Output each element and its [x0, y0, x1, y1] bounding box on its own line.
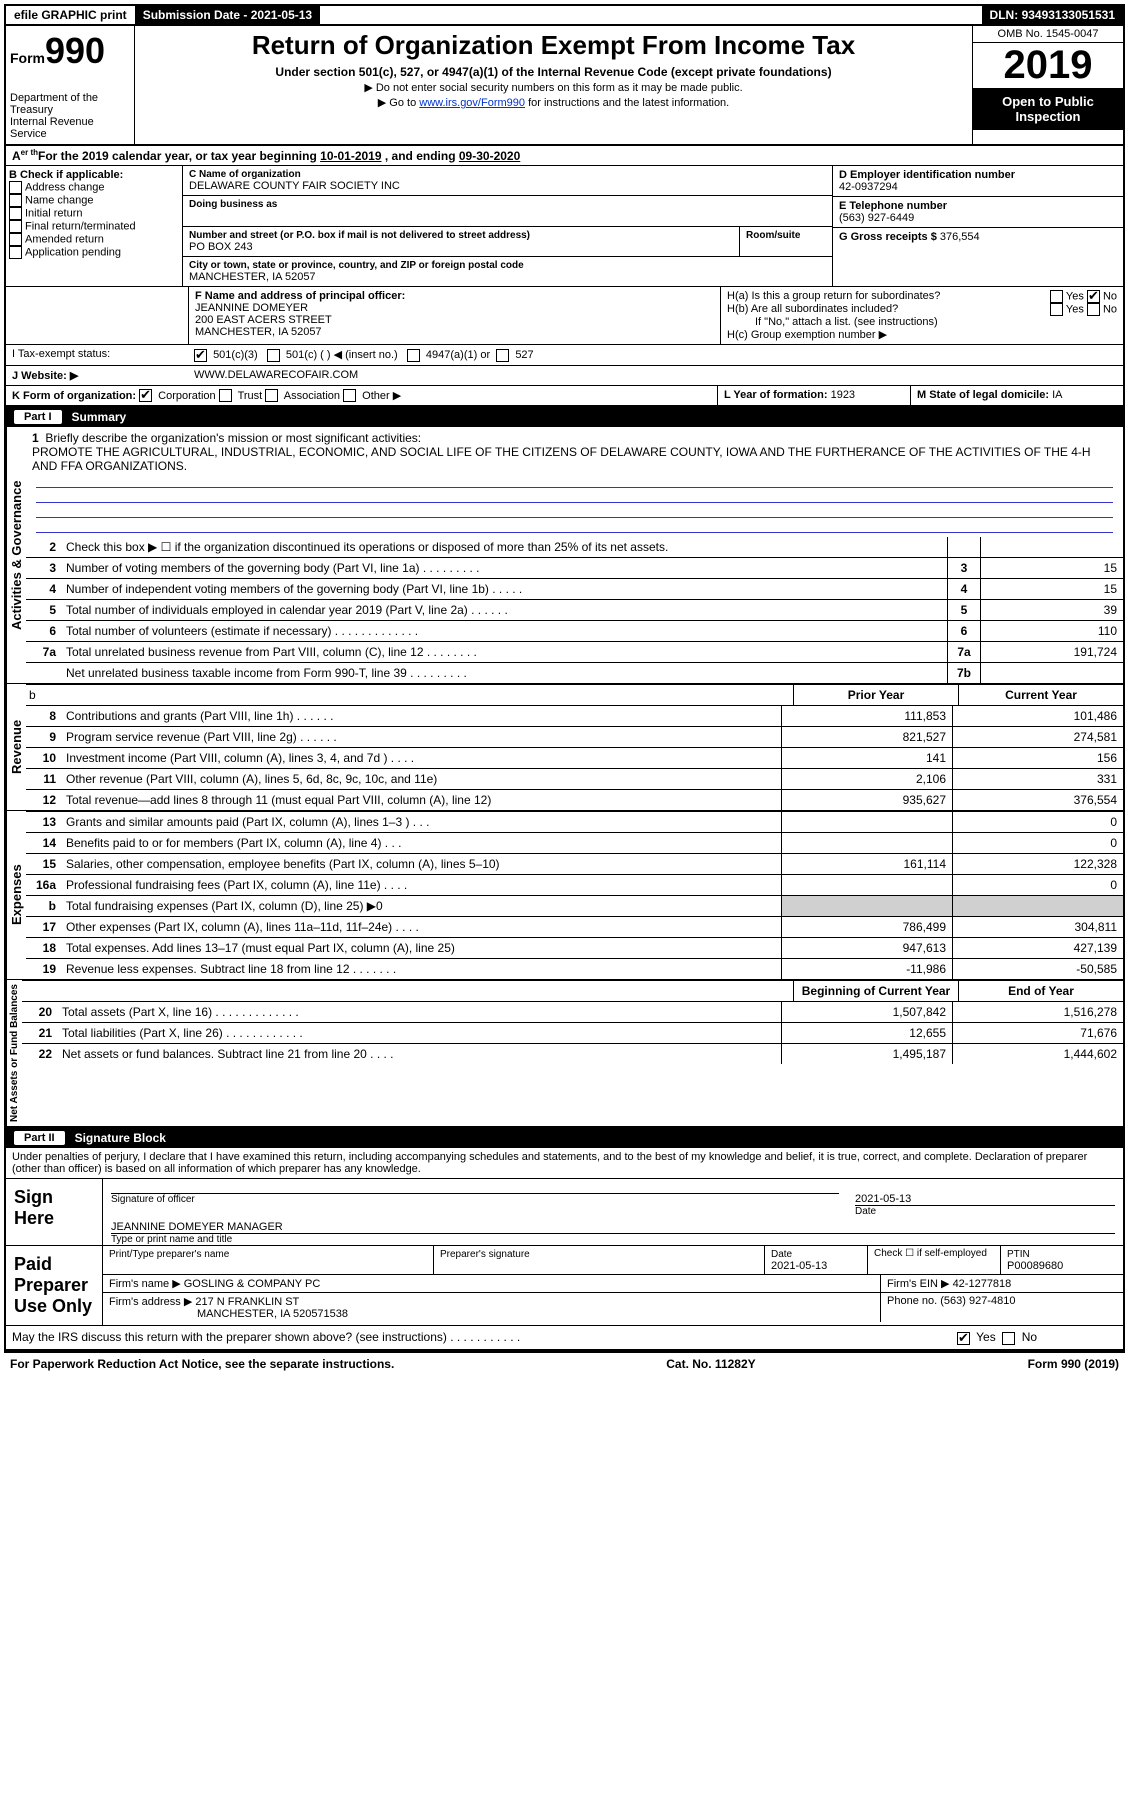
revenue-block: Revenue b Prior Year Current Year 8Contr… — [6, 684, 1123, 811]
chk-application-pending[interactable] — [9, 246, 22, 259]
form-subtitle1: Under section 501(c), 527, or 4947(a)(1)… — [143, 65, 964, 79]
chk-other[interactable] — [343, 389, 356, 402]
summary-row: 7aTotal unrelated business revenue from … — [26, 641, 1123, 662]
dln: DLN: 93493133051531 — [982, 6, 1123, 24]
phone: (563) 927-6449 — [839, 212, 1117, 224]
chk-501c[interactable] — [267, 349, 280, 362]
discuss-row: May the IRS discuss this return with the… — [6, 1326, 1123, 1350]
summary-row: 16aProfessional fundraising fees (Part I… — [26, 874, 1123, 895]
part2-header: Part II Signature Block — [6, 1128, 1123, 1148]
ptin: P00089680 — [1007, 1260, 1063, 1272]
summary-row: 19Revenue less expenses. Subtract line 1… — [26, 958, 1123, 979]
preparer-phone: (563) 927-4810 — [940, 1295, 1015, 1307]
top-bar: efile GRAPHIC print Submission Date - 20… — [6, 6, 1123, 26]
expenses-block: Expenses 13Grants and similar amounts pa… — [6, 811, 1123, 980]
summary-row: 18Total expenses. Add lines 13–17 (must … — [26, 937, 1123, 958]
tax-status-row: I Tax-exempt status: 501(c)(3) 501(c) ( … — [6, 345, 1123, 366]
tax-period: Aer thFor the 2019 calendar year, or tax… — [6, 146, 1123, 166]
instructions-link[interactable]: www.irs.gov/Form990 — [419, 97, 525, 109]
efile-label: efile GRAPHIC print — [6, 6, 135, 24]
chk-501c3[interactable] — [194, 349, 207, 362]
ein: 42-0937294 — [839, 181, 1117, 193]
chk-address-change[interactable] — [9, 181, 22, 194]
form-subtitle2: ▶ Do not enter social security numbers o… — [143, 81, 964, 94]
form-container: efile GRAPHIC print Submission Date - 20… — [4, 4, 1125, 1353]
form-subtitle3: ▶ Go to www.irs.gov/Form990 for instruct… — [143, 96, 964, 109]
chk-hb-no[interactable] — [1087, 303, 1100, 316]
firm-ein: 42-1277818 — [953, 1278, 1012, 1290]
summary-row: 11Other revenue (Part VIII, column (A), … — [26, 768, 1123, 789]
firm-name: GOSLING & COMPANY PC — [184, 1278, 321, 1290]
sign-here-block: Sign Here Signature of officer 2021-05-1… — [6, 1179, 1123, 1246]
form-id-box: Form990 Department of the Treasury Inter… — [6, 26, 135, 144]
summary-row: 4Number of independent voting members of… — [26, 578, 1123, 599]
org-name: DELAWARE COUNTY FAIR SOCIETY INC — [189, 180, 826, 192]
chk-corp[interactable] — [139, 389, 152, 402]
chk-527[interactable] — [496, 349, 509, 362]
open-to-public: Open to Public Inspection — [973, 88, 1123, 130]
org-address: PO BOX 243 — [189, 241, 733, 253]
website-url: WWW.DELAWARECOFAIR.COM — [188, 366, 1123, 385]
netassets-block: Net Assets or Fund Balances Beginning of… — [6, 980, 1123, 1128]
summary-row: 8Contributions and grants (Part VIII, li… — [26, 705, 1123, 726]
chk-name-change[interactable] — [9, 194, 22, 207]
page-footer: For Paperwork Reduction Act Notice, see … — [4, 1353, 1125, 1375]
gross-receipts: 376,554 — [940, 231, 980, 243]
summary-row: 13Grants and similar amounts paid (Part … — [26, 811, 1123, 832]
domicile: IA — [1052, 389, 1062, 401]
chk-assoc[interactable] — [265, 389, 278, 402]
summary-row: 9Program service revenue (Part VIII, lin… — [26, 726, 1123, 747]
summary-row: 17Other expenses (Part IX, column (A), l… — [26, 916, 1123, 937]
chk-final-return[interactable] — [9, 220, 22, 233]
box-b: B Check if applicable: Address change Na… — [6, 166, 183, 286]
website-row: J Website: ▶ WWW.DELAWARECOFAIR.COM — [6, 366, 1123, 386]
form-org-row: K Form of organization: Corporation Trus… — [6, 386, 1123, 408]
summary-row: 15Salaries, other compensation, employee… — [26, 853, 1123, 874]
chk-trust[interactable] — [219, 389, 232, 402]
form-title: Return of Organization Exempt From Incom… — [143, 30, 964, 61]
summary-row: 20Total assets (Part X, line 16) . . . .… — [22, 1001, 1123, 1022]
summary-row: 21Total liabilities (Part X, line 26) . … — [22, 1022, 1123, 1043]
summary-row: 14Benefits paid to or for members (Part … — [26, 832, 1123, 853]
officer-sig-name: JEANNINE DOMEYER MANAGER — [111, 1221, 1115, 1233]
summary-row: 6Total number of volunteers (estimate if… — [26, 620, 1123, 641]
paid-preparer-block: Paid Preparer Use Only Print/Type prepar… — [6, 1246, 1123, 1326]
chk-ha-yes[interactable] — [1050, 290, 1063, 303]
summary-row: 5Total number of individuals employed in… — [26, 599, 1123, 620]
summary-row: bTotal fundraising expenses (Part IX, co… — [26, 895, 1123, 916]
summary-row: 3Number of voting members of the governi… — [26, 557, 1123, 578]
omb-number: OMB No. 1545-0047 — [973, 26, 1123, 43]
chk-hb-yes[interactable] — [1050, 303, 1063, 316]
officer-name: JEANNINE DOMEYER — [195, 302, 714, 314]
chk-ha-no[interactable] — [1087, 290, 1100, 303]
submission-label: Submission Date - 2021-05-13 — [135, 6, 320, 24]
box-c: C Name of organization DELAWARE COUNTY F… — [183, 166, 832, 286]
summary-row: 22Net assets or fund balances. Subtract … — [22, 1043, 1123, 1064]
org-city: MANCHESTER, IA 52057 — [189, 271, 826, 283]
form-header: Form990 Department of the Treasury Inter… — [6, 26, 1123, 146]
chk-discuss-no[interactable] — [1002, 1332, 1015, 1345]
part1-header: Part I Summary — [6, 407, 1123, 427]
tax-year: 2019 — [973, 43, 1123, 88]
summary-row: Net unrelated business taxable income fr… — [26, 662, 1123, 683]
chk-4947[interactable] — [407, 349, 420, 362]
summary-row: 10Investment income (Part VIII, column (… — [26, 747, 1123, 768]
entity-info-block: B Check if applicable: Address change Na… — [6, 166, 1123, 287]
dept-label: Department of the Treasury Internal Reve… — [10, 92, 130, 140]
chk-discuss-yes[interactable] — [957, 1332, 970, 1345]
summary-row: 12Total revenue—add lines 8 through 11 (… — [26, 789, 1123, 810]
chk-amended[interactable] — [9, 233, 22, 246]
chk-initial-return[interactable] — [9, 207, 22, 220]
declaration-text: Under penalties of perjury, I declare th… — [6, 1148, 1123, 1179]
summary-row: 2Check this box ▶ ☐ if the organization … — [26, 537, 1123, 557]
activities-block: Activities & Governance 1 Briefly descri… — [6, 427, 1123, 684]
officer-group-row: F Name and address of principal officer:… — [6, 287, 1123, 345]
year-formation: 1923 — [831, 389, 855, 401]
mission-text: PROMOTE THE AGRICULTURAL, INDUSTRIAL, EC… — [32, 445, 1091, 473]
